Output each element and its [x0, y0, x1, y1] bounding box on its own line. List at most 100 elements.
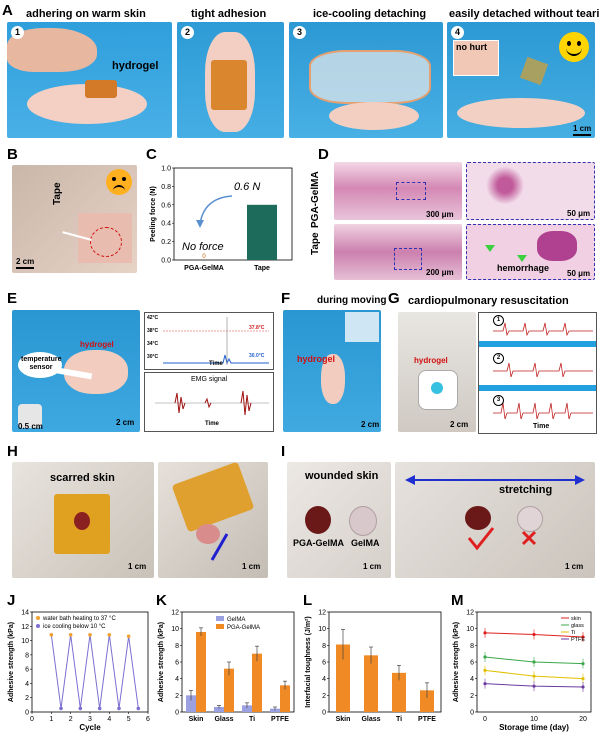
- y-tick-label: 10: [21, 638, 29, 645]
- scale-label-d300: 300 μm: [426, 210, 454, 219]
- bar-tape: [247, 204, 277, 261]
- x-tick-label: Glass: [214, 716, 233, 723]
- temp-tick-38: 38°C: [147, 328, 159, 334]
- bar-gelma-glass: [214, 707, 224, 712]
- y-tick-label: 0.4: [161, 221, 171, 228]
- step-number-1: 1: [11, 26, 24, 39]
- panel-label-m: M: [451, 592, 464, 609]
- scale-label-b: 2 cm: [16, 257, 35, 266]
- scale-label-i1: 1 cm: [363, 562, 382, 571]
- y-tick-label: 2: [322, 693, 326, 700]
- data-point: [483, 655, 487, 659]
- legend-heating: water bath heating to 37 °C: [42, 616, 116, 622]
- y-tick-label: 0.2: [161, 239, 171, 246]
- data-point: [78, 706, 83, 711]
- scale-label-a: 1 cm: [573, 124, 592, 133]
- y-tick-label: 10: [318, 626, 326, 633]
- histology-pga-high: 50 μm: [466, 162, 595, 220]
- hydrogel-label-e: hydrogel: [80, 340, 114, 349]
- x-tick-label: PTFE: [271, 716, 289, 723]
- data-point: [97, 706, 102, 711]
- panel-label-a: A: [2, 2, 13, 19]
- photo-i1: wounded skin PGA-GelMA GelMA 1 cm: [287, 462, 391, 578]
- annotation-06n: 0.6 N: [234, 181, 260, 193]
- data-point: [581, 677, 585, 681]
- scarred-skin-label: scarred skin: [50, 472, 115, 484]
- photo-a4: 4 no hurt 1 cm: [447, 22, 595, 138]
- x-tick-label: 5: [127, 716, 131, 723]
- legend-label: Ti: [571, 630, 575, 636]
- data-point: [59, 706, 63, 711]
- scale-label-d50b: 50 μm: [567, 269, 591, 278]
- stretching-label: stretching: [499, 484, 553, 496]
- temp-tick-30: 30°C: [147, 354, 159, 360]
- trace-number-3: 3: [493, 395, 504, 406]
- data-point: [532, 660, 536, 664]
- x-axis-label: Cycle: [79, 723, 101, 732]
- chart-c: 0.0 0.2 0.4 0.6 0.8 1.0 Peeling force (N) PGA-G…: [150, 166, 293, 272]
- x-axis-label: Storage time (day): [499, 723, 569, 732]
- y-tick-label: 0: [25, 710, 29, 717]
- x-tick-label: PGA-GelMA: [184, 265, 224, 272]
- x-tick-label: Ti: [249, 716, 255, 723]
- x-tick-label: Glass: [361, 716, 380, 723]
- scale-label-h1: 1 cm: [128, 562, 147, 571]
- photo-f: hydrogel 2 cm: [283, 310, 381, 432]
- scale-bar-a: [573, 134, 591, 136]
- panel-label-h: H: [7, 443, 18, 460]
- y-tick-label: 10: [171, 626, 179, 633]
- scale-label-i2: 1 cm: [565, 562, 584, 571]
- y-tick-label: 14: [21, 610, 29, 617]
- data-point: [581, 635, 585, 639]
- data-point: [49, 633, 54, 637]
- y-axis-label: Interfacial toughness (J/m²): [305, 616, 312, 707]
- panel-label-b: B: [7, 146, 18, 163]
- y-tick-label: 8: [470, 643, 474, 650]
- caption-a1: adhering on warm skin: [26, 8, 146, 20]
- x-tick-label: 10: [530, 716, 538, 723]
- emg-plot: EMG signal Time: [144, 372, 274, 432]
- tape-label-b: Tape: [52, 182, 63, 205]
- scale-label-d50a: 50 μm: [567, 209, 591, 218]
- y-tick-label: 2: [175, 693, 179, 700]
- x-tick-label: Ti: [396, 716, 402, 723]
- y-tick-label: 12: [21, 624, 29, 631]
- legend-label: skin: [571, 616, 581, 622]
- photo-b: Tape 2 cm: [12, 165, 137, 273]
- y-tick-label: 8: [175, 643, 179, 650]
- scale-label-d200: 200 μm: [426, 268, 454, 277]
- y-tick-label: 12: [171, 610, 179, 617]
- bar-ti: [392, 672, 406, 712]
- scale-bar-b: [16, 267, 34, 269]
- y-tick-label: 0: [470, 710, 474, 717]
- legend-label: PGA-GelMA: [227, 625, 260, 631]
- legend-marker-heating: [36, 616, 40, 620]
- legend-marker-cooling: [36, 624, 40, 628]
- bar-pga-gelma-ti: [252, 653, 262, 712]
- y-tick-label: 0.6: [161, 202, 171, 209]
- photo-g: hydrogel 2 cm: [398, 312, 476, 432]
- x-tick-label: 4: [107, 716, 111, 723]
- x-tick-label: 3: [88, 716, 92, 723]
- bar-pga-gelma-ptfe: [280, 685, 290, 712]
- x-tick-label: Skin: [336, 716, 351, 723]
- legend-label: glass: [571, 623, 584, 629]
- data-point: [483, 631, 487, 635]
- panel-label-i: I: [281, 443, 286, 460]
- y-tick-label: 2: [25, 695, 29, 702]
- y-axis-label: Adhesive strength (kPa): [8, 622, 15, 702]
- temp-reading-1: 37.8°C: [249, 325, 265, 331]
- time-axis-e2: Time: [205, 421, 219, 427]
- photo-i2: stretching 1 cm: [395, 462, 595, 578]
- time-axis-g: Time: [533, 423, 550, 430]
- emg-title: EMG signal: [191, 376, 228, 383]
- y-tick-label: 6: [175, 660, 179, 667]
- ecg-plot: 1 2 3 Time: [478, 312, 597, 434]
- y-tick-label: 6: [322, 660, 326, 667]
- x-tick-label: PTFE: [418, 716, 436, 723]
- panel-label-g: G: [388, 290, 400, 307]
- temp-reading-2: 30.0°C: [249, 353, 265, 359]
- cpr-title: cardiopulmonary resuscitation: [408, 295, 569, 307]
